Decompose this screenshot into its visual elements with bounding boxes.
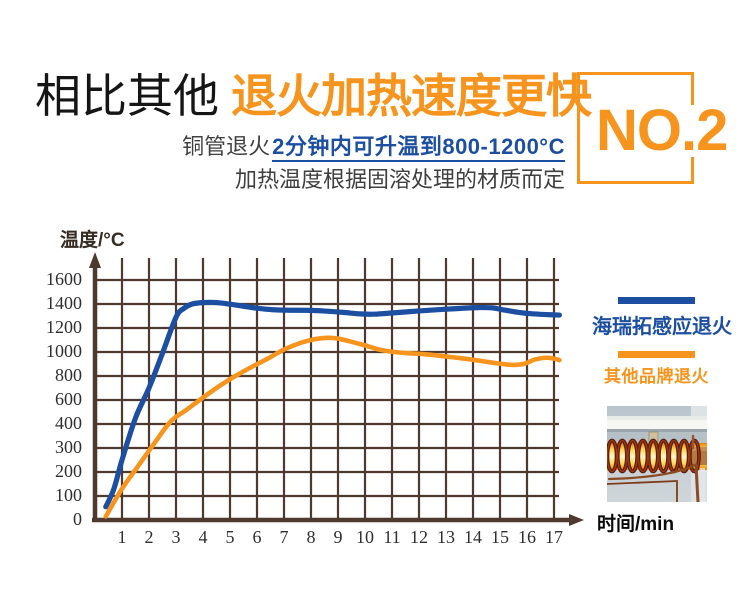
subtitle-note: 加热温度根据固溶处理的材质而定 <box>234 167 565 192</box>
photo-beam <box>607 420 707 429</box>
y-axis-title: 温度/°C <box>60 230 125 251</box>
x-tick-label: 5 <box>225 527 235 547</box>
legend-swatch-hairuituo <box>618 297 695 304</box>
x-tick-label: 16 <box>518 527 536 547</box>
y-tick-label: 0 <box>73 509 82 529</box>
y-tick-label: 100 <box>55 485 82 505</box>
rank-badge-box: NO.2 <box>577 72 732 184</box>
rank-badge: NO.2 <box>594 102 732 160</box>
y-tick-label: 1200 <box>46 317 82 337</box>
y-tick-label: 200 <box>55 461 82 481</box>
page-title: 相比其他 退火加热速度更快 <box>35 68 592 124</box>
x-axis-title: 时间/min <box>597 514 675 535</box>
title-orange: 退火加热速度更快 <box>231 70 592 122</box>
legend-label-hairuituo: 海瑞拓感应退火 <box>592 316 732 338</box>
x-tick-label: 7 <box>279 527 289 547</box>
legend-swatch-other-brand <box>618 351 695 358</box>
y-tick-label: 300 <box>55 437 82 457</box>
x-tick-label: 13 <box>437 527 455 547</box>
y-tick-label: 400 <box>55 413 82 433</box>
subtitle-prefix: 铜管退火 <box>182 134 271 159</box>
photo-coil-loops <box>607 438 701 474</box>
x-tick-label: 3 <box>171 527 181 547</box>
x-tick-label: 11 <box>383 527 401 547</box>
x-tick-label: 14 <box>464 527 482 547</box>
x-tick-label: 12 <box>410 527 428 547</box>
subtitle-line1: 铜管退火2分钟内可升温到800-1200°C <box>182 133 565 162</box>
x-tick-label: 9 <box>333 527 343 547</box>
y-tick-label: 1400 <box>46 293 82 313</box>
y-tick-label: 800 <box>55 365 82 385</box>
induction-coil-photo <box>607 406 707 502</box>
x-tick-label: 15 <box>491 527 509 547</box>
y-tick-label: 1600 <box>46 269 82 289</box>
x-tick-label: 4 <box>198 527 208 547</box>
x-tick-label: 8 <box>306 527 316 547</box>
x-tick-label: 17 <box>545 527 563 547</box>
y-tick-label: 600 <box>55 389 82 409</box>
x-tick-label: 1 <box>117 527 127 547</box>
title-black: 相比其他 <box>35 70 219 122</box>
photo-copper-pipes <box>607 434 700 502</box>
x-tick-label: 6 <box>252 527 262 547</box>
subtitle: 铜管退火2分钟内可升温到800-1200°C 加热温度根据固溶处理的材质而定 <box>182 133 565 194</box>
legend-label-other-brand: 其他品牌退火 <box>604 367 709 386</box>
x-tick-label: 2 <box>144 527 154 547</box>
x-tick-label: 10 <box>356 527 374 547</box>
y-tick-label: 1000 <box>46 341 82 361</box>
subtitle-highlight: 2分钟内可升温到800-1200°C <box>272 134 565 162</box>
